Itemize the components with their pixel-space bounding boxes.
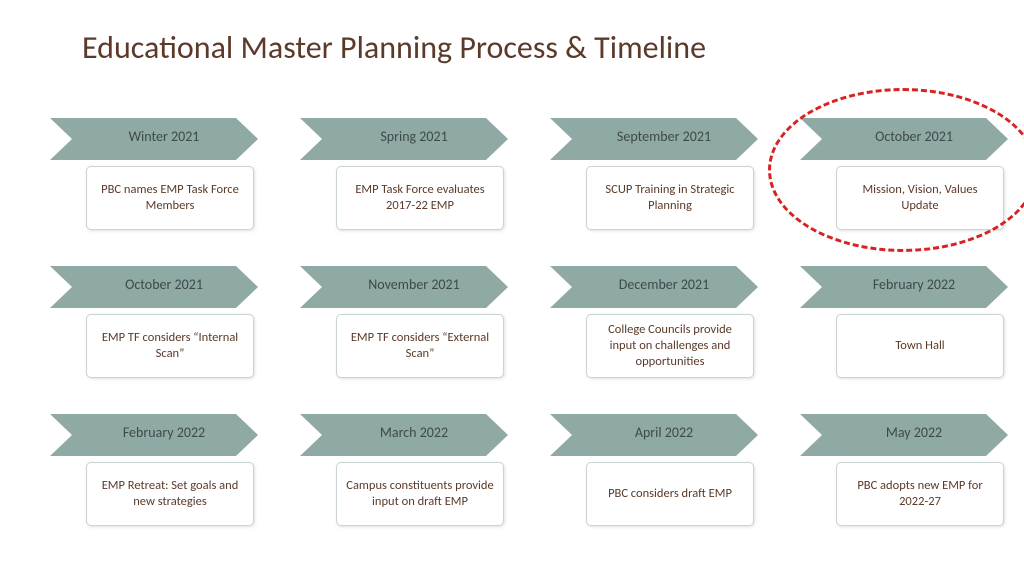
period-label: October 2021 — [86, 276, 242, 293]
period-label: Spring 2021 — [336, 128, 492, 145]
timeline-step: April 2022 PBC considers draft EMP — [550, 414, 760, 534]
period-label: December 2021 — [586, 276, 742, 293]
description-text: SCUP Training in Strategic Planning — [595, 182, 745, 215]
period-label: November 2021 — [336, 276, 492, 293]
description-text: Campus constituents provide input on dra… — [345, 478, 495, 511]
description-box: PBC adopts new EMP for 2022-27 — [836, 462, 1004, 526]
description-text: College Councils provide input on challe… — [595, 322, 745, 371]
period-label: May 2022 — [836, 424, 992, 441]
description-box: PBC names EMP Task Force Members — [86, 166, 254, 230]
description-text: EMP TF considers “External Scan” — [345, 330, 495, 363]
period-label: March 2022 — [336, 424, 492, 441]
description-text: PBC adopts new EMP for 2022-27 — [845, 478, 995, 511]
timeline-step: October 2021 EMP TF considers “Internal S… — [50, 266, 260, 386]
timeline-step: September 2021 SCUP Training in Strategic… — [550, 118, 760, 238]
description-box: College Councils provide input on challe… — [586, 314, 754, 378]
description-text: EMP TF considers “Internal Scan” — [95, 330, 245, 363]
description-box: EMP TF considers “External Scan” — [336, 314, 504, 378]
description-box: SCUP Training in Strategic Planning — [586, 166, 754, 230]
description-box: PBC considers draft EMP — [586, 462, 754, 526]
description-box: EMP Retreat: Set goals and new strategie… — [86, 462, 254, 526]
timeline-step: Winter 2021 PBC names EMP Task Force Memb… — [50, 118, 260, 238]
description-text: PBC names EMP Task Force Members — [95, 182, 245, 215]
page-title: Educational Master Planning Process & Ti… — [82, 28, 706, 67]
period-label: September 2021 — [586, 128, 742, 145]
description-box: Town Hall — [836, 314, 1004, 378]
description-box: Mission, Vision, Values Update — [836, 166, 1004, 230]
period-label: Winter 2021 — [86, 128, 242, 145]
description-text: Town Hall — [895, 338, 944, 354]
description-text: EMP Task Force evaluates 2017-22 EMP — [345, 182, 495, 215]
description-text: PBC considers draft EMP — [608, 486, 732, 502]
period-label: April 2022 — [586, 424, 742, 441]
timeline-step: March 2022 Campus constituents provide in… — [300, 414, 510, 534]
timeline-step: October 2021 Mission, Vision, Values Upda… — [800, 118, 1010, 238]
period-label: February 2022 — [86, 424, 242, 441]
description-box: EMP Task Force evaluates 2017-22 EMP — [336, 166, 504, 230]
timeline-step: December 2021 College Councils provide in… — [550, 266, 760, 386]
description-box: EMP TF considers “Internal Scan” — [86, 314, 254, 378]
timeline-step: November 2021 EMP TF considers “External … — [300, 266, 510, 386]
timeline-step: February 2022 Town Hall — [800, 266, 1010, 386]
timeline-grid: Winter 2021 PBC names EMP Task Force Memb… — [50, 118, 1010, 534]
description-box: Campus constituents provide input on dra… — [336, 462, 504, 526]
timeline-step: February 2022 EMP Retreat: Set goals and … — [50, 414, 260, 534]
timeline-step: May 2022 PBC adopts new EMP for 2022-27 — [800, 414, 1010, 534]
period-label: February 2022 — [836, 276, 992, 293]
timeline-step: Spring 2021 EMP Task Force evaluates 2017… — [300, 118, 510, 238]
description-text: Mission, Vision, Values Update — [845, 182, 995, 215]
period-label: October 2021 — [836, 128, 992, 145]
description-text: EMP Retreat: Set goals and new strategie… — [95, 478, 245, 511]
